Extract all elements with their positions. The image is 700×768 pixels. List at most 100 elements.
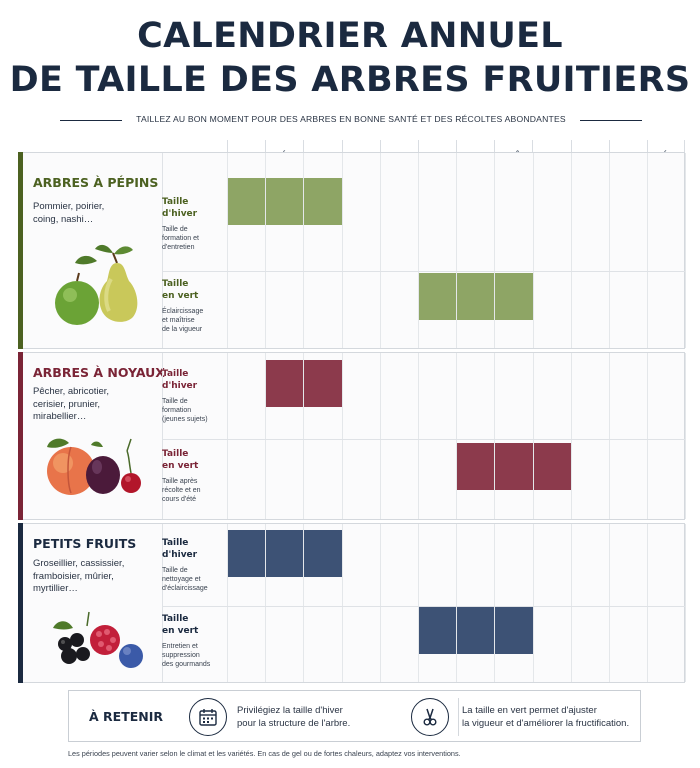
grid-column-line	[379, 153, 381, 348]
pruning-detail-line: Taille après	[162, 478, 198, 485]
pruning-title: Taille en vert	[162, 614, 228, 637]
grid-column-line	[227, 153, 228, 348]
grid-column-line	[609, 353, 610, 519]
period-cell-JUIN	[419, 607, 457, 654]
period-cell-AOÛT	[495, 443, 533, 490]
grid-column-line	[685, 524, 687, 682]
group-petits-fruits: PETITS FRUITS Groseillier, cassissier, f…	[18, 523, 687, 683]
row-separator	[163, 439, 685, 440]
grid-column-line	[303, 524, 305, 682]
grid-column-line	[418, 353, 419, 519]
grid-column-line	[647, 524, 649, 682]
retain-title: À RETENIR	[89, 709, 163, 724]
pruning-detail-line: de la vigueur	[162, 326, 203, 333]
pruning-title: Taille en vert	[162, 279, 228, 302]
group-color-bar	[18, 152, 23, 349]
pruning-detail-line: et maîtrise	[162, 317, 195, 324]
pruning-title: Taille d'hiver	[162, 369, 228, 392]
grid-column-line	[265, 524, 267, 682]
grid-column-line	[456, 353, 458, 519]
berries-illustration	[41, 604, 151, 694]
pruning-shears-icon	[411, 698, 449, 736]
grid-column-line	[570, 524, 572, 682]
pruning-detail-line: formation et	[162, 235, 199, 242]
grid-column-line	[418, 153, 419, 348]
grid-column-line	[456, 153, 458, 348]
pruning-title-line-1: Taille	[162, 369, 189, 379]
grid-column-line	[303, 353, 305, 519]
retain-tip-winter: Privilégiez la taille d'hiver pour la st…	[237, 704, 350, 730]
pruning-detail-line: récolte et en	[162, 487, 201, 494]
pruning-title-line-1: Taille	[162, 614, 189, 624]
pruning-title-line-2: en vert	[162, 625, 199, 636]
period-cell-SEPT.	[533, 443, 571, 490]
period-cell-FÉV.	[266, 530, 304, 577]
grid-column-line	[570, 353, 572, 519]
pruning-detail-line: suppression	[162, 652, 200, 659]
pruning-detail: Éclaircissage et maîtrise de la vigueur	[162, 307, 228, 334]
pruning-detail-line: Éclaircissage	[162, 308, 204, 315]
grid-column-line	[685, 353, 687, 519]
grid-column-line	[570, 153, 572, 348]
period-cell-MARS	[304, 178, 342, 225]
group-color-bar	[18, 352, 23, 520]
period-cell-MARS	[304, 360, 342, 407]
pruning-title-line-1: Taille	[162, 449, 189, 459]
group-title: ARBRES À NOYAUX	[33, 365, 165, 380]
pruning-label: Taille d'hiver Taille de formation et d'entr…	[162, 197, 228, 252]
peach-plum-cherry-illustration	[41, 433, 151, 523]
pruning-detail-line: nettoyage et	[162, 576, 201, 583]
period-cell-AOÛT	[495, 273, 533, 320]
period-cell-JUIL.	[457, 607, 495, 654]
grid-column-line	[647, 353, 649, 519]
subtitle: TAILLEZ AU BON MOMENT POUR DES ARBRES EN…	[136, 114, 566, 124]
subtitle-row: TAILLEZ AU BON MOMENT POUR DES ARBRES EN…	[60, 112, 642, 128]
label-column-divider	[162, 524, 163, 682]
group-pepins: ARBRES À PÉPINS Pommier, poirier, coing,…	[18, 152, 687, 349]
pruning-title-line-2: d'hiver	[162, 208, 198, 219]
pruning-label: Taille d'hiver Taille de nettoyage et d'écla…	[162, 538, 228, 593]
pruning-label: Taille en vert Taille après récolte et en co…	[162, 449, 228, 504]
grid-column-line	[227, 524, 228, 682]
subtitle-rule-left	[60, 120, 122, 121]
grid-column-line	[303, 153, 305, 348]
group-color-bar	[18, 523, 23, 683]
pruning-detail-line: (jeunes sujets)	[162, 416, 208, 423]
pruning-title: Taille en vert	[162, 449, 228, 472]
pruning-title-line-2: d'hiver	[162, 380, 198, 391]
pruning-detail-line: Taille de	[162, 398, 188, 405]
calendar-icon	[189, 698, 227, 736]
period-cell-JANV.	[228, 530, 266, 577]
period-cell-FÉV.	[266, 360, 304, 407]
grid-column-line	[227, 353, 228, 519]
grid-column-line	[379, 353, 381, 519]
period-cell-JUIL.	[457, 273, 495, 320]
pruning-title-line-1: Taille	[162, 538, 189, 548]
title-line-2: DE TAILLE DES ARBRES FRUITIERS	[9, 60, 691, 100]
page-title: CALENDRIER ANNUEL DE TAILLE DES ARBRES F…	[0, 14, 700, 102]
group-title: PETITS FRUITS	[33, 536, 137, 551]
subtitle-rule-right	[580, 120, 642, 121]
footnote: Les périodes peuvent varier selon le cli…	[68, 749, 461, 758]
period-cell-FÉV.	[266, 178, 304, 225]
grid-column-line	[609, 524, 610, 682]
retain-tip-summer: La taille en vert permet d'ajuster la vi…	[462, 704, 629, 730]
label-column-divider	[162, 353, 163, 519]
pruning-detail: Taille de formation et d'entretien	[162, 225, 228, 252]
pruning-detail-line: Taille de	[162, 567, 188, 574]
pruning-title-line-1: Taille	[162, 197, 189, 207]
pruning-detail: Taille après récolte et en cours d'été	[162, 477, 228, 504]
pruning-label: Taille d'hiver Taille de formation (jeunes s…	[162, 369, 228, 424]
pruning-detail-line: formation	[162, 407, 192, 414]
grid-column-line	[532, 524, 534, 682]
pruning-title-line-1: Taille	[162, 279, 189, 289]
pruning-detail-line: Taille de	[162, 226, 188, 233]
pruning-detail-line: Entretien et	[162, 643, 198, 650]
retain-tip-summer-line-1: La taille en vert permet d'ajuster	[462, 705, 597, 716]
group-title: ARBRES À PÉPINS	[33, 175, 159, 190]
grid-column-line	[685, 153, 687, 348]
retain-box: À RETENIR Privilégiez la taille d'hiver …	[68, 690, 641, 742]
grid-column-line	[341, 353, 343, 519]
grid-column-line	[494, 353, 496, 519]
pruning-label: Taille en vert Éclaircissage et maîtrise de …	[162, 279, 228, 334]
